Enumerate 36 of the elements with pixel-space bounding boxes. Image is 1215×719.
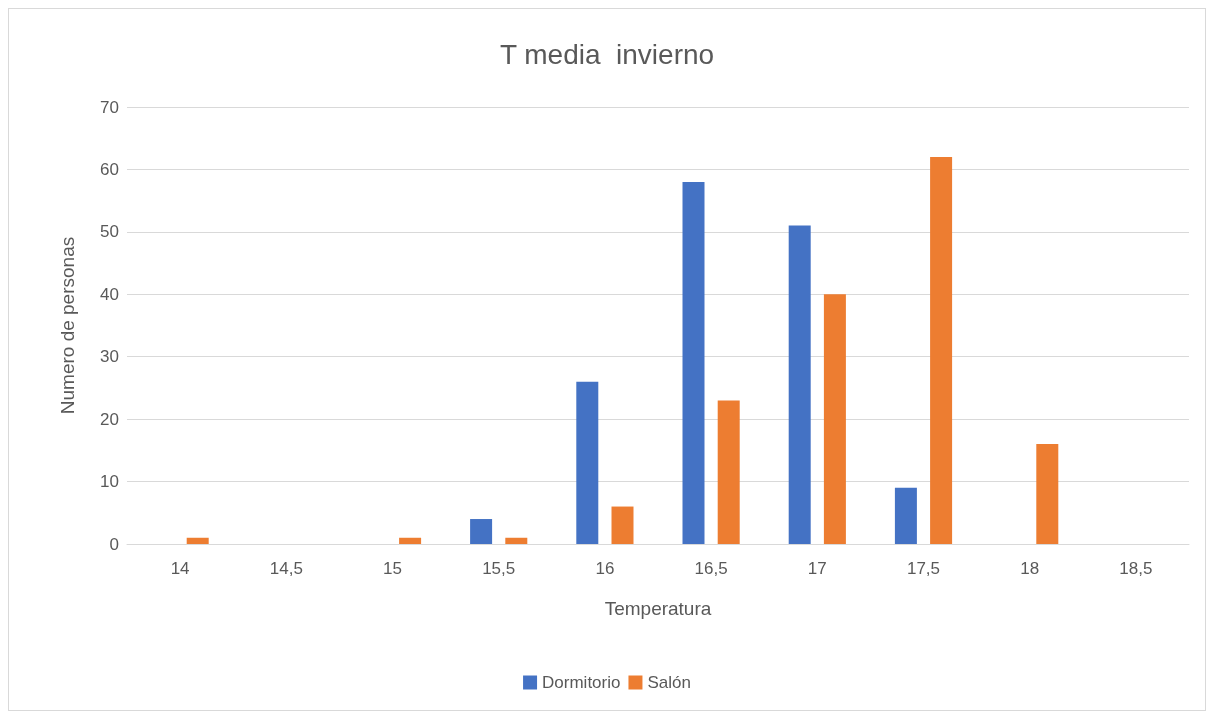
bar xyxy=(894,487,917,544)
bar xyxy=(823,294,846,544)
bar xyxy=(682,181,705,544)
legend-label: Dormitorio xyxy=(542,673,621,692)
x-tick-label: 14 xyxy=(170,559,190,578)
y-tick-label: 20 xyxy=(100,409,119,429)
bar xyxy=(788,225,811,544)
x-tick-label: 15 xyxy=(383,559,402,578)
bar xyxy=(611,506,634,544)
bar xyxy=(930,156,953,544)
bar xyxy=(505,537,528,544)
x-tick-label: 17,5 xyxy=(906,559,941,578)
bar xyxy=(717,400,740,544)
bar xyxy=(399,537,422,544)
bar xyxy=(186,537,209,544)
x-tick-label: 16 xyxy=(595,559,615,578)
chart-title: T media invierno xyxy=(499,38,715,70)
x-tick-label: 14,5 xyxy=(269,559,303,578)
y-tick-label: 0 xyxy=(109,534,119,554)
y-tick-label: 70 xyxy=(100,97,119,117)
x-tick-label: 15,5 xyxy=(482,559,516,578)
y-tick-label: 60 xyxy=(100,159,119,179)
bar xyxy=(470,519,493,544)
x-tick-label: 17 xyxy=(807,559,827,578)
y-tick-label: 10 xyxy=(100,472,119,492)
x-tick-label: 18 xyxy=(1020,559,1040,578)
bar xyxy=(1036,444,1059,544)
x-axis-title: Temperatura xyxy=(604,598,712,619)
x-tick-label: 18,5 xyxy=(1119,559,1153,578)
y-axis-title: Numero de personas xyxy=(57,236,78,415)
y-tick-label: 30 xyxy=(100,347,119,367)
bar xyxy=(576,381,599,544)
x-tick-label: 16,5 xyxy=(694,559,728,578)
legend-label: Salón xyxy=(647,673,691,692)
y-tick-label: 40 xyxy=(100,284,119,304)
y-tick-label: 50 xyxy=(100,222,119,242)
